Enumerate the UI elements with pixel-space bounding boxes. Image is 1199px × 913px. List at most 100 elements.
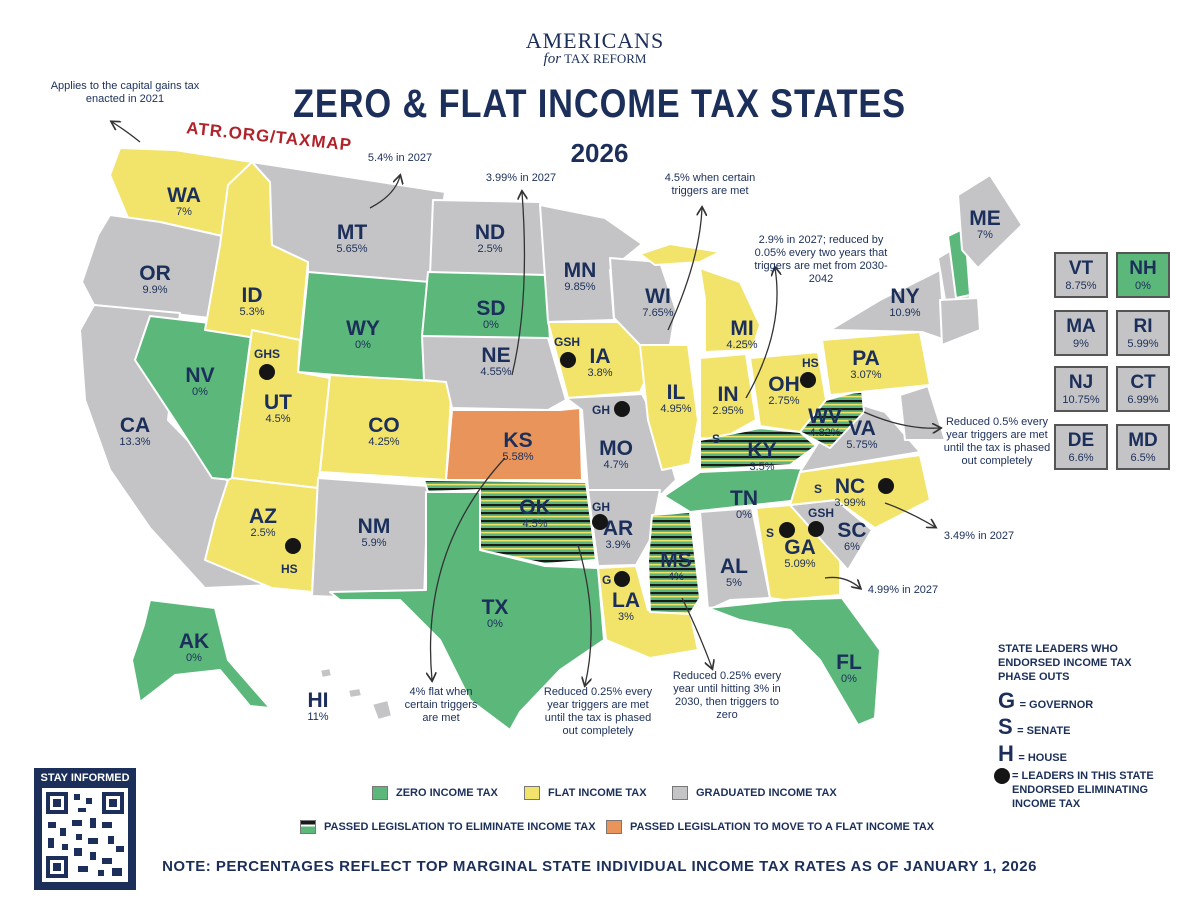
state-rate: 11% <box>307 711 329 723</box>
side-box-abbr: RI <box>1133 316 1153 337</box>
state-rate: 3.9% <box>605 539 631 551</box>
state-me <box>957 174 1023 269</box>
state-abbr: NV <box>185 364 215 387</box>
side-box-rate: 8.75% <box>1065 280 1097 292</box>
state-rate: 3.99% <box>834 497 866 509</box>
dot-oh <box>800 372 816 388</box>
arrow-ms <box>681 597 712 668</box>
state-rate: 3.07% <box>850 369 882 381</box>
leaders-ut: GHS <box>254 347 281 361</box>
state-abbr: AK <box>178 630 210 653</box>
state-label-az: AZ 2.5% <box>233 506 293 539</box>
state-hi3 <box>371 699 393 721</box>
arrow-wv <box>863 411 940 428</box>
state-label-sd: SD 0% <box>461 298 521 331</box>
qr-label: STAY INFORMED <box>40 772 130 784</box>
side-box-nh: NH 0% <box>1116 252 1170 298</box>
leaders-mo: GH <box>592 403 610 417</box>
state-label-nv: NV 0% <box>170 365 230 398</box>
side-box-abbr: NH <box>1129 258 1157 279</box>
arrow-ga <box>824 576 860 588</box>
state-rate: 5.3% <box>239 306 265 318</box>
state-rate: 3.8% <box>587 367 613 379</box>
leaders-la: G <box>602 573 612 587</box>
state-label-me: ME 7% <box>955 208 1015 241</box>
state-rate: 4.25% <box>368 436 400 448</box>
state-rate: 4.82% <box>809 427 841 439</box>
state-rate: 2.5% <box>477 243 503 255</box>
side-box-rate: 6.6% <box>1068 452 1094 464</box>
legend-graduated: GRADUATED INCOME TAX <box>696 787 837 799</box>
side-box-rate: 0% <box>1135 280 1151 292</box>
leaders-sc: GSH <box>808 506 835 520</box>
legend-swatch-to-flat <box>606 820 622 834</box>
leaders-nc: S <box>814 482 823 496</box>
state-abbr: OR <box>139 262 171 285</box>
state-abbr: KY <box>747 439 777 462</box>
state-abbr: GA <box>784 536 816 559</box>
state-rate: 0% <box>841 673 857 685</box>
legend-swatch-flat <box>524 786 540 800</box>
state-label-tn: TN 0% <box>714 488 774 521</box>
state-label-ar: AR 3.9% <box>588 518 648 551</box>
page-title: ZERO & FLAT INCOME TAX STATES <box>293 82 906 126</box>
state-abbr: MO <box>599 437 633 460</box>
state-label-mo: MO 4.7% <box>586 438 646 471</box>
side-box-de: DE 6.6% <box>1054 424 1108 470</box>
state-label-oh: OH 2.75% <box>754 374 814 407</box>
qr-code-icon[interactable] <box>42 788 128 882</box>
state-rate: 4.95% <box>660 403 692 415</box>
arrow-mn <box>667 208 702 331</box>
arrow-ks <box>431 457 506 680</box>
state-rate: 7.65% <box>642 307 674 319</box>
state-label-ne: NE 4.55% <box>466 345 526 378</box>
state-abbr: NY <box>890 285 920 308</box>
state-rate: 5.9% <box>361 537 387 549</box>
dot-nc <box>878 478 894 494</box>
state-label-nm: NM 5.9% <box>344 516 404 549</box>
state-ar <box>587 489 661 567</box>
state-rate: 3% <box>618 611 634 623</box>
qr-block[interactable]: STAY INFORMED <box>34 768 136 890</box>
state-abbr: SC <box>837 519 867 542</box>
note-ga: 4.99% in 2027 <box>867 584 939 596</box>
side-box-nj: NJ 10.75% <box>1054 366 1108 412</box>
legend-swatch-graduated <box>672 786 688 800</box>
state-pa <box>821 331 931 396</box>
state-hi2 <box>347 687 363 699</box>
side-box-abbr: NJ <box>1068 372 1094 393</box>
state-rate: 5.09% <box>784 558 816 570</box>
state-label-or: OR 9.9% <box>125 263 185 296</box>
state-label-hi: HI 11% <box>288 690 348 723</box>
atr-logo: AMERICANS for TAX REFORM <box>500 28 690 68</box>
state-mi-up <box>639 243 721 266</box>
page-year: 2026 <box>570 138 629 168</box>
state-label-tx: TX 0% <box>465 597 525 630</box>
state-label-al: AL 5% <box>704 556 764 589</box>
state-label-sc: SC 6% <box>822 520 882 553</box>
dot-az <box>285 538 301 554</box>
state-rate: 4.5% <box>522 518 548 530</box>
state-rate: 0% <box>186 652 202 664</box>
state-label-la: LA 3% <box>596 590 656 623</box>
side-box-abbr: MD <box>1128 430 1158 451</box>
state-rate: 5.75% <box>846 439 878 451</box>
state-abbr: IL <box>666 381 686 404</box>
note-wa: Applies to the capital gains tax enacted… <box>50 80 200 105</box>
state-abbr: AL <box>720 555 748 578</box>
note-ne: 3.99% in 2027 <box>485 172 557 184</box>
state-abbr: WV <box>808 405 842 428</box>
state-hi <box>319 667 333 679</box>
state-nc <box>789 454 931 529</box>
state-abbr: AR <box>602 517 634 540</box>
side-box-abbr: MA <box>1066 316 1096 337</box>
side-box-abbr: CT <box>1130 372 1156 393</box>
arrow-ne <box>511 192 524 376</box>
state-label-ut: UT 4.5% <box>248 392 308 425</box>
state-label-wv: WV 4.82% <box>795 406 855 439</box>
state-abbr: TX <box>481 596 509 619</box>
state-abbr: OH <box>768 373 800 396</box>
side-box-abbr: DE <box>1067 430 1095 451</box>
state-rate: 0% <box>487 618 503 630</box>
